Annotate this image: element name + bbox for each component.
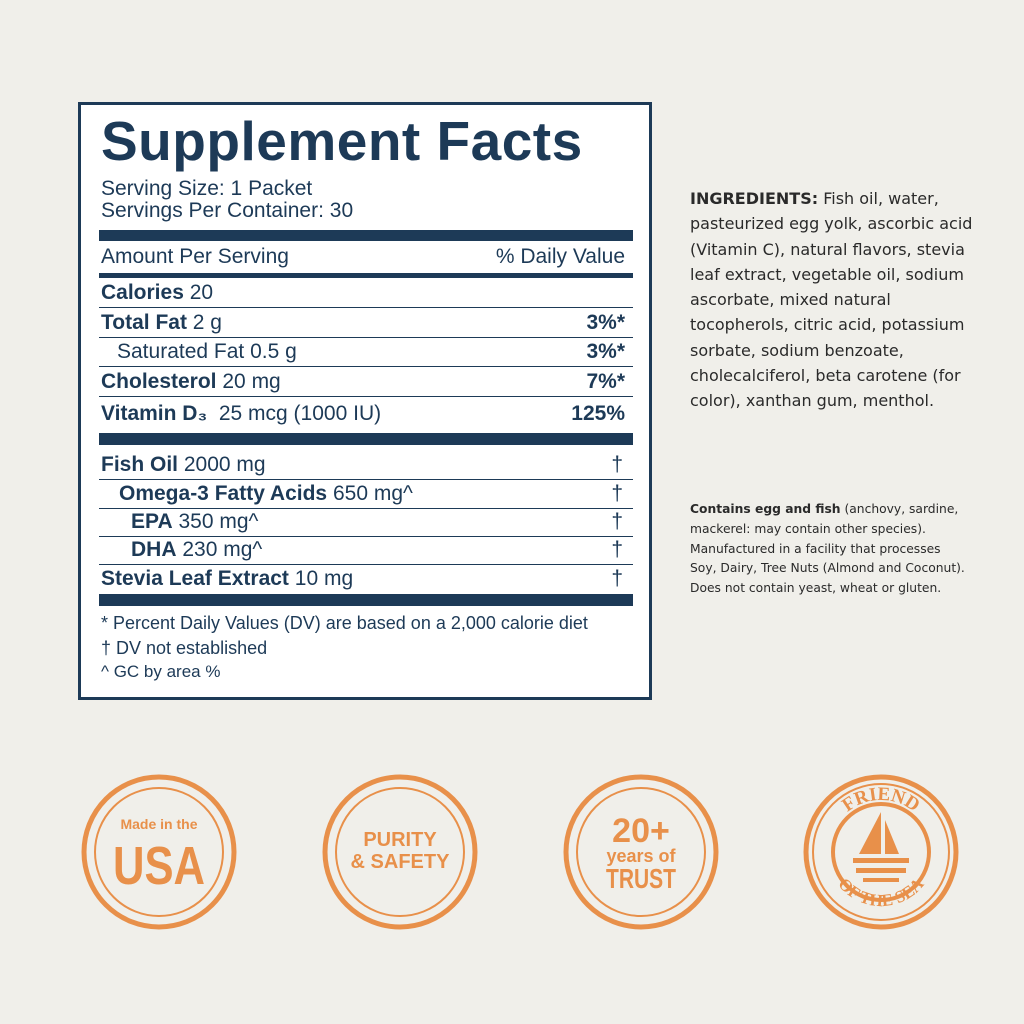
svg-text:PURITY: PURITY bbox=[363, 829, 437, 851]
nutrient-row: Saturated Fat 0.5 g 3%* bbox=[99, 338, 633, 367]
dv-header: % Daily Value bbox=[495, 245, 625, 268]
ingredient-row: Stevia Leaf Extract 10 mg † bbox=[101, 567, 623, 590]
divider-thick bbox=[99, 433, 633, 445]
badge-arc-text-top: FRIEND bbox=[838, 784, 923, 816]
ingredient-row: DHA 230 mg^ † bbox=[99, 536, 633, 565]
divider-thick bbox=[99, 230, 633, 241]
facts-title: Supplement Facts bbox=[101, 110, 583, 172]
allergen-statement: Contains egg and fish (anchovy, sardine,… bbox=[690, 502, 965, 596]
sailboat-icon bbox=[853, 812, 909, 882]
svg-text:& SAFETY: & SAFETY bbox=[351, 851, 451, 873]
friend-of-the-sea-badge: FRIEND OF THE SEA bbox=[803, 774, 959, 930]
divider-thick bbox=[99, 594, 633, 606]
ingredient-row: Fish Oil 2000 mg † bbox=[99, 451, 633, 480]
years-of-trust-badge: 20+ years of TRUST bbox=[563, 774, 719, 930]
purity-safety-badge: PURITY & SAFETY bbox=[322, 774, 478, 930]
svg-text:years of: years of bbox=[606, 846, 676, 866]
footnote: * Percent Daily Values (DV) are based on… bbox=[101, 613, 588, 633]
nutrient-row: Calories 20 bbox=[99, 279, 633, 308]
supplement-facts-panel: Supplement Facts Serving Size: 1 Packet … bbox=[78, 102, 652, 700]
nutrient-row: Cholesterol 20 mg 7%* bbox=[99, 368, 633, 397]
nutrient-row: Vitamin D₃ 25 mcg (1000 IU) 125% bbox=[101, 402, 625, 425]
nutrient-row: Total Fat 2 g 3%* bbox=[99, 309, 633, 338]
svg-text:USA: USA bbox=[113, 836, 205, 896]
divider-medium bbox=[99, 273, 633, 278]
ingredient-row: EPA 350 mg^ † bbox=[99, 508, 633, 537]
amount-header: Amount Per Serving bbox=[101, 245, 289, 268]
svg-text:TRUST: TRUST bbox=[606, 863, 676, 894]
svg-text:20+: 20+ bbox=[612, 812, 670, 850]
ingredients-text: INGREDIENTS: Fish oil, water, pasteurize… bbox=[690, 189, 973, 411]
footnote: ^ GC by area % bbox=[101, 662, 221, 681]
footnote: † DV not established bbox=[101, 638, 268, 658]
servings-per-container: Servings Per Container: 30 bbox=[101, 199, 354, 222]
made-in-usa-badge: Made in the USA bbox=[81, 774, 237, 930]
serving-size: Serving Size: 1 Packet bbox=[101, 177, 313, 200]
ingredient-row: Omega-3 Fatty Acids 650 mg^ † bbox=[99, 480, 633, 509]
svg-text:Made in the: Made in the bbox=[120, 816, 197, 832]
